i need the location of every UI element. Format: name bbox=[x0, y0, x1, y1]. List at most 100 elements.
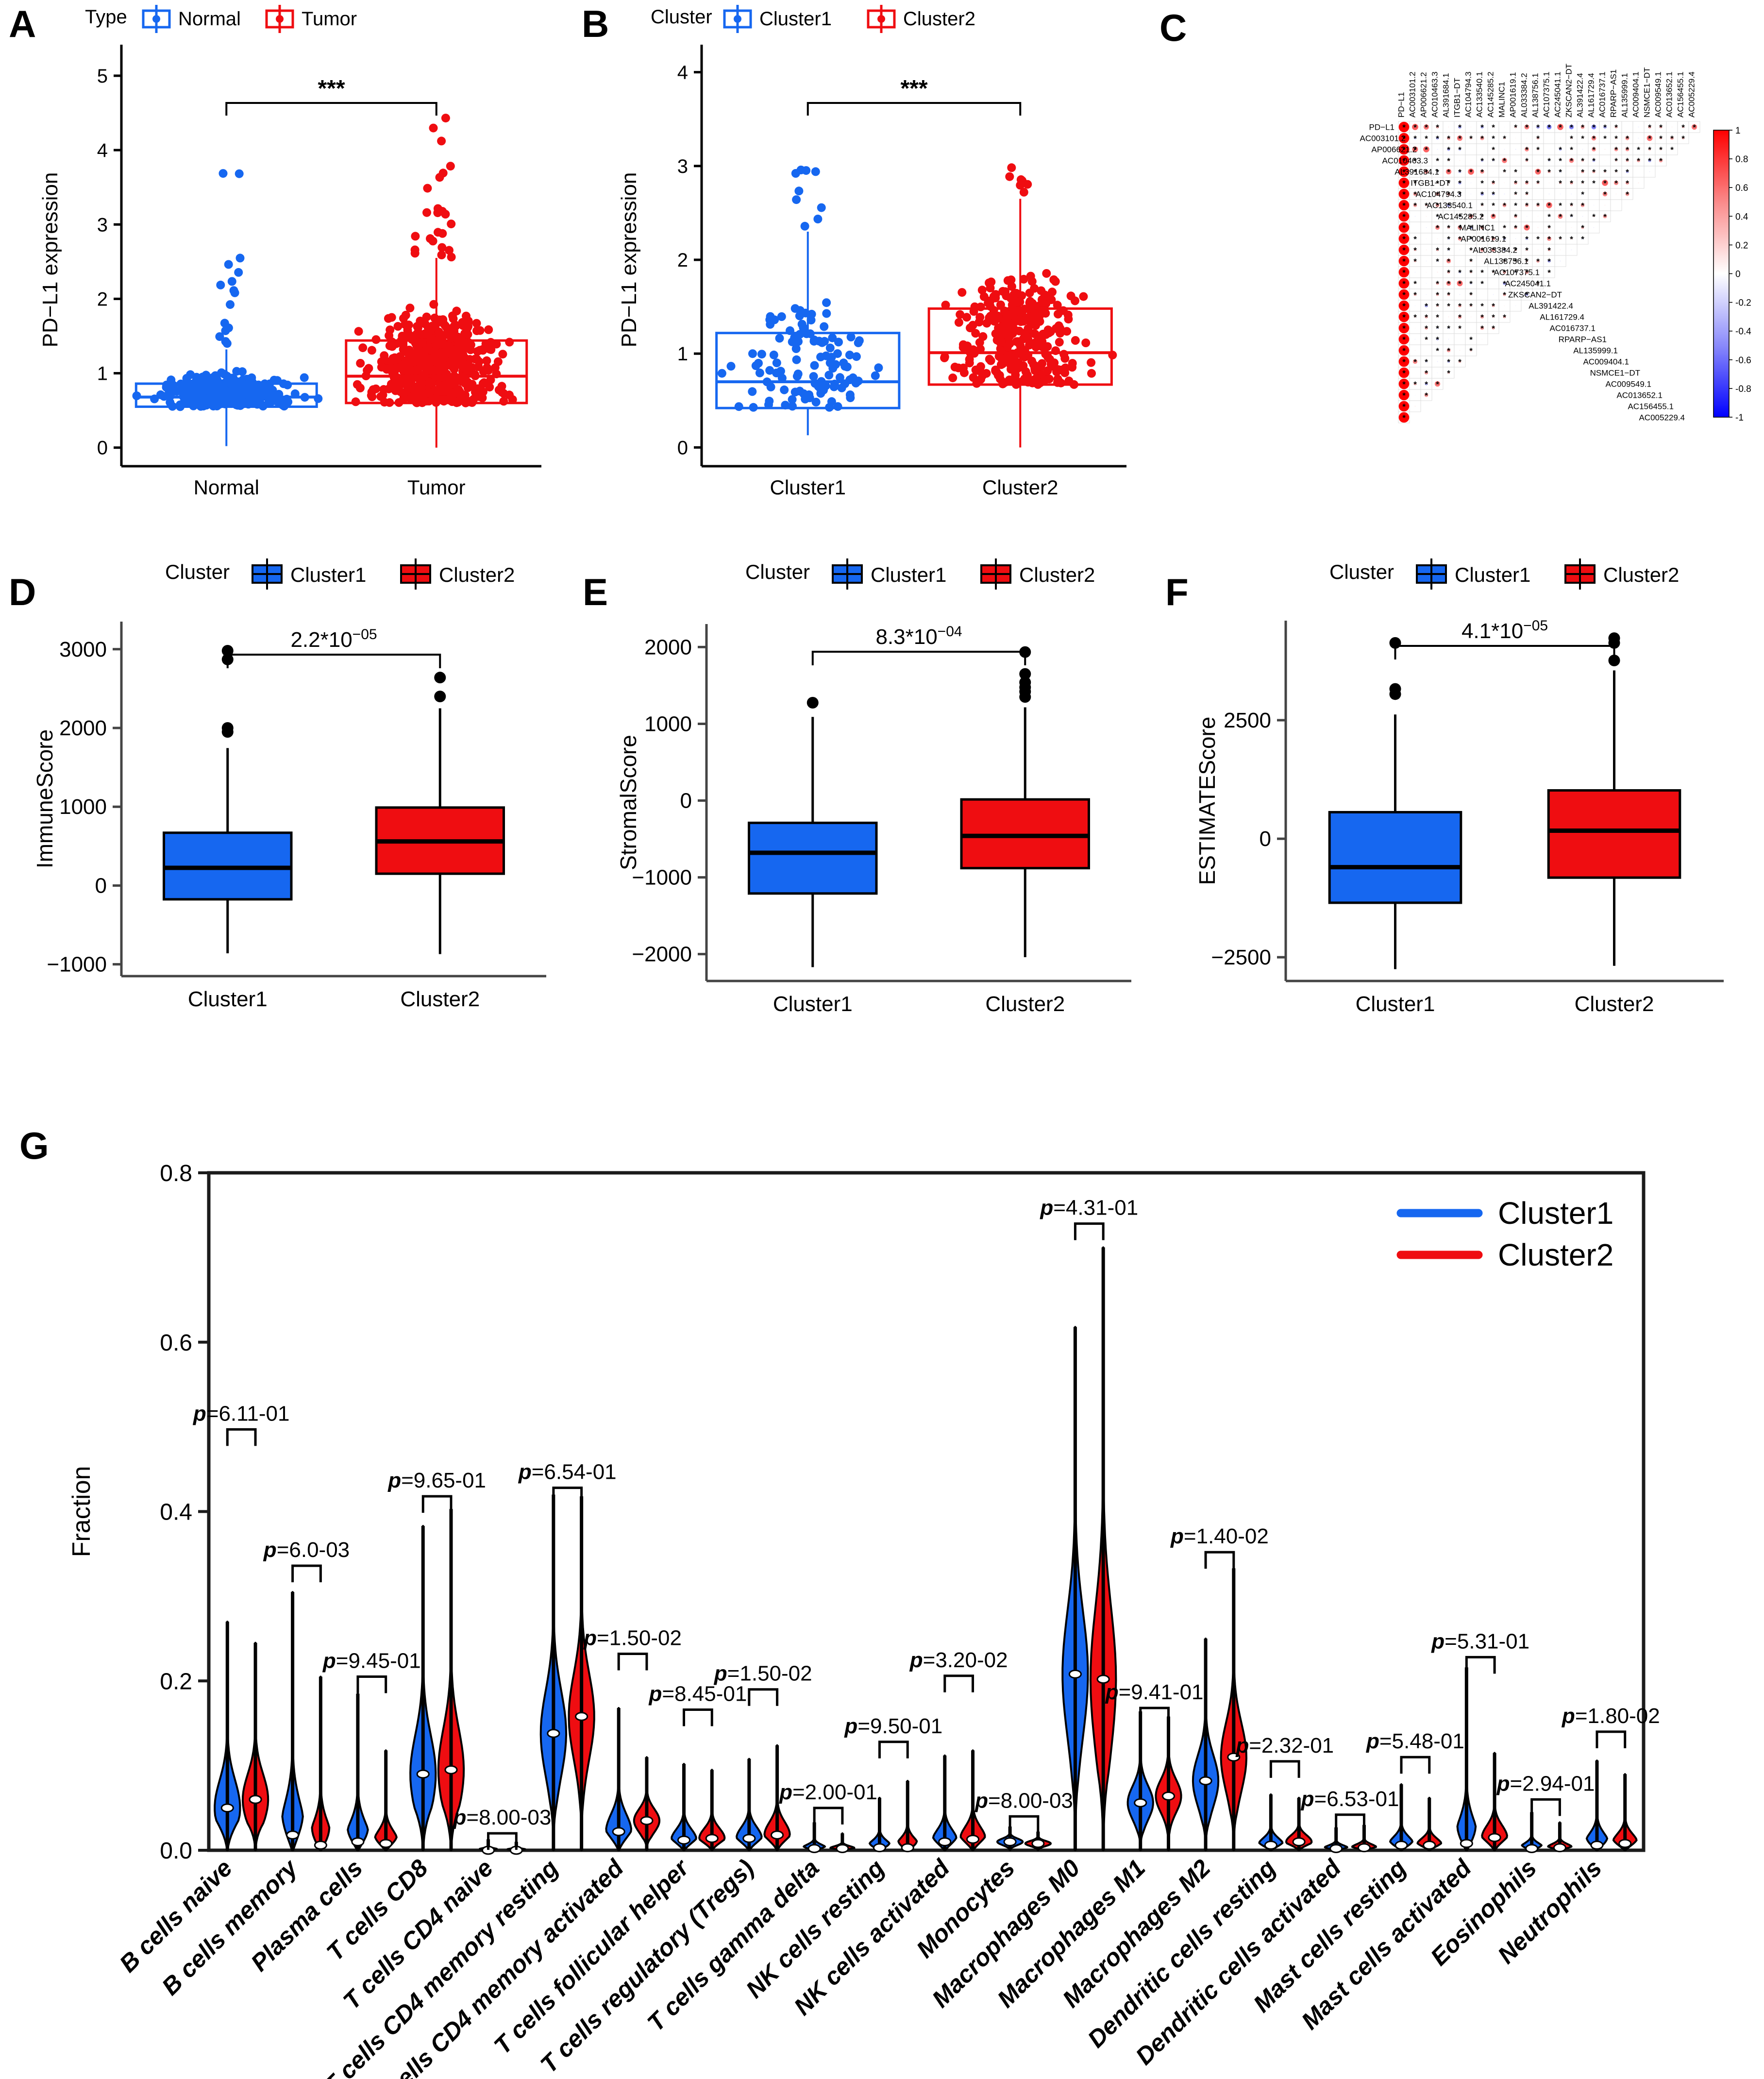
significance-asterisk: * bbox=[1458, 223, 1462, 233]
data-point bbox=[992, 314, 1001, 323]
violin bbox=[281, 1591, 304, 1851]
data-point bbox=[962, 313, 971, 322]
significance-asterisk: * bbox=[1492, 324, 1495, 333]
correlation-dot bbox=[1515, 160, 1516, 161]
correlation-dot bbox=[1569, 124, 1574, 130]
significance-asterisk: * bbox=[1402, 391, 1406, 400]
significance-asterisk: * bbox=[1436, 212, 1439, 221]
data-point bbox=[1040, 344, 1049, 354]
legend: Type Normal Tumor bbox=[85, 5, 357, 33]
pvalue-bracket: p=6.11-01 bbox=[193, 1402, 289, 1446]
pvalue-exponent: −05 bbox=[1523, 618, 1548, 634]
correlation-dot bbox=[1691, 124, 1697, 130]
colorbar-tick-label: -0.4 bbox=[1735, 327, 1751, 337]
correlation-dot bbox=[1424, 393, 1428, 397]
significance-asterisk: * bbox=[1603, 168, 1607, 177]
pvalue-bracket: p=2.00-01 bbox=[779, 1780, 877, 1825]
correlation-dot bbox=[1571, 227, 1572, 228]
correlation-dot bbox=[1502, 203, 1507, 207]
median-marker bbox=[1134, 1798, 1147, 1808]
legend-item: Tumor bbox=[265, 5, 357, 33]
significance-asterisk: * bbox=[1503, 290, 1506, 300]
legend-title: Cluster bbox=[1329, 560, 1394, 583]
median-marker bbox=[220, 1803, 234, 1813]
correlation-dot bbox=[1593, 227, 1595, 228]
data-point bbox=[1060, 368, 1070, 377]
data-point bbox=[229, 286, 238, 295]
significance-asterisk: * bbox=[1447, 290, 1450, 300]
significance-asterisk: * bbox=[1436, 279, 1439, 288]
median-marker bbox=[1329, 1844, 1343, 1853]
violin bbox=[1192, 1638, 1220, 1851]
data-point bbox=[399, 314, 408, 323]
data-point bbox=[423, 184, 432, 193]
significance-asterisk: * bbox=[1536, 279, 1540, 288]
median-marker bbox=[1199, 1776, 1212, 1786]
panel-c: C * * * * * * * * * * * * * * * * * * * * * * * * * * * * * * * * * * * * * *… bbox=[1156, 0, 1764, 544]
bracket-path bbox=[1139, 1707, 1170, 1725]
correlation-dot bbox=[1594, 194, 1595, 195]
data-point bbox=[1003, 316, 1012, 325]
correlation-dot bbox=[1536, 136, 1540, 140]
data-point bbox=[385, 331, 394, 340]
bracket-path bbox=[1530, 1798, 1561, 1816]
pvalue-label: p=8.45-01 bbox=[648, 1682, 747, 1706]
row-label: AC003101.2 bbox=[1360, 134, 1406, 143]
column-label: AC005229.4 bbox=[1687, 71, 1697, 118]
median-marker bbox=[1068, 1669, 1082, 1679]
column-label: AL135999.1 bbox=[1620, 73, 1630, 118]
legend-title: Cluster bbox=[745, 560, 810, 583]
correlation-dot bbox=[1414, 271, 1416, 273]
correlation-dot bbox=[1446, 258, 1451, 264]
significance-asterisk: * bbox=[1436, 324, 1439, 333]
y-tick-label: 1 bbox=[97, 363, 108, 385]
correlation-dot bbox=[1471, 149, 1472, 150]
significance-asterisk: * bbox=[1402, 190, 1406, 199]
data-point bbox=[429, 366, 438, 375]
significance-asterisk: * bbox=[1458, 357, 1462, 367]
correlation-dot bbox=[1412, 124, 1418, 130]
correlation-grid: * * * * * * * * * * * * * * * * * * * * * * * * * * * * * * * * * * * * * * * *… bbox=[1398, 121, 1700, 423]
significance-asterisk: * bbox=[1503, 235, 1506, 244]
data-point bbox=[260, 387, 269, 396]
pvalue-label: p=9.41-01 bbox=[1105, 1680, 1204, 1704]
matrix-cell bbox=[1610, 199, 1622, 211]
data-point bbox=[410, 249, 420, 258]
data-point bbox=[822, 298, 831, 307]
y-tick-label: 0 bbox=[95, 874, 107, 897]
data-point bbox=[1079, 292, 1088, 301]
significance-asterisk: * bbox=[1525, 123, 1529, 132]
correlation-dot bbox=[1646, 135, 1653, 141]
correlation-dot bbox=[1437, 171, 1438, 172]
significance-asterisk: * bbox=[1402, 357, 1406, 367]
correlation-dot bbox=[1671, 126, 1673, 128]
data-point bbox=[441, 114, 450, 123]
y-axis-title: PD−L1 expression bbox=[38, 172, 62, 348]
correlation-dot bbox=[1513, 181, 1518, 185]
correlation-dot bbox=[1638, 182, 1639, 184]
y-tick-label: 3000 bbox=[59, 638, 107, 661]
data-point bbox=[416, 358, 425, 368]
correlation-dot bbox=[1482, 294, 1483, 295]
correlation-dot bbox=[1604, 170, 1606, 173]
x-tick-label: Cluster2 bbox=[982, 476, 1058, 499]
correlation-dot bbox=[1413, 259, 1417, 263]
significance-asterisk: * bbox=[1570, 179, 1573, 188]
data-point bbox=[218, 169, 228, 178]
data-point bbox=[446, 349, 455, 358]
data-point bbox=[478, 393, 487, 403]
significance-asterisk: * bbox=[1480, 302, 1484, 311]
data-point bbox=[1003, 276, 1012, 285]
panel-a-label: A bbox=[9, 2, 36, 45]
data-point bbox=[235, 254, 245, 263]
bracket-path bbox=[813, 1807, 844, 1825]
column-label: AC003101.2 bbox=[1408, 71, 1417, 118]
panel-e-label: E bbox=[583, 571, 608, 613]
significance-asterisk: * bbox=[1469, 268, 1473, 277]
correlation-dot bbox=[1471, 160, 1472, 161]
legend-item-label: Cluster1 bbox=[1455, 563, 1530, 586]
outlier-point bbox=[806, 697, 819, 709]
correlation-dot bbox=[1581, 237, 1584, 240]
panel-f-label: F bbox=[1165, 571, 1189, 613]
correlation-dot bbox=[1458, 225, 1462, 230]
